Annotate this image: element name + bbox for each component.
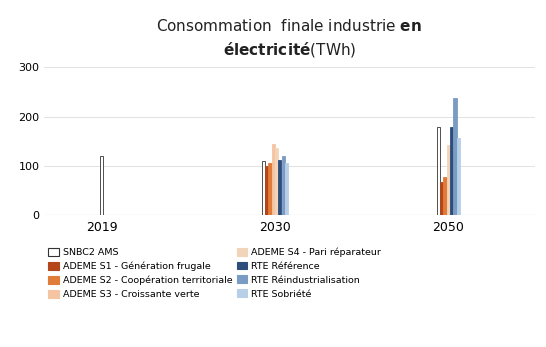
Bar xyxy=(269,163,271,215)
Bar xyxy=(278,160,281,215)
Bar xyxy=(450,127,453,215)
Bar xyxy=(275,148,278,215)
Bar xyxy=(282,156,285,215)
Bar xyxy=(262,161,265,215)
Bar xyxy=(272,144,275,215)
Bar xyxy=(443,177,447,215)
Bar xyxy=(440,181,443,215)
Bar xyxy=(285,163,288,215)
Bar xyxy=(453,98,456,215)
Bar xyxy=(265,166,268,215)
Bar xyxy=(100,156,103,215)
Bar xyxy=(456,138,460,215)
Legend: SNBC2 AMS, ADEME S1 - Génération frugale, ADEME S2 - Coopération territoriale, A: SNBC2 AMS, ADEME S1 - Génération frugale… xyxy=(49,247,381,299)
Bar xyxy=(447,145,450,215)
Bar xyxy=(437,127,440,215)
Title: Consommation  finale industrie $\bf{en}$
$\bf{électricité}$(TWh): Consommation finale industrie $\bf{en}$ … xyxy=(157,18,422,59)
